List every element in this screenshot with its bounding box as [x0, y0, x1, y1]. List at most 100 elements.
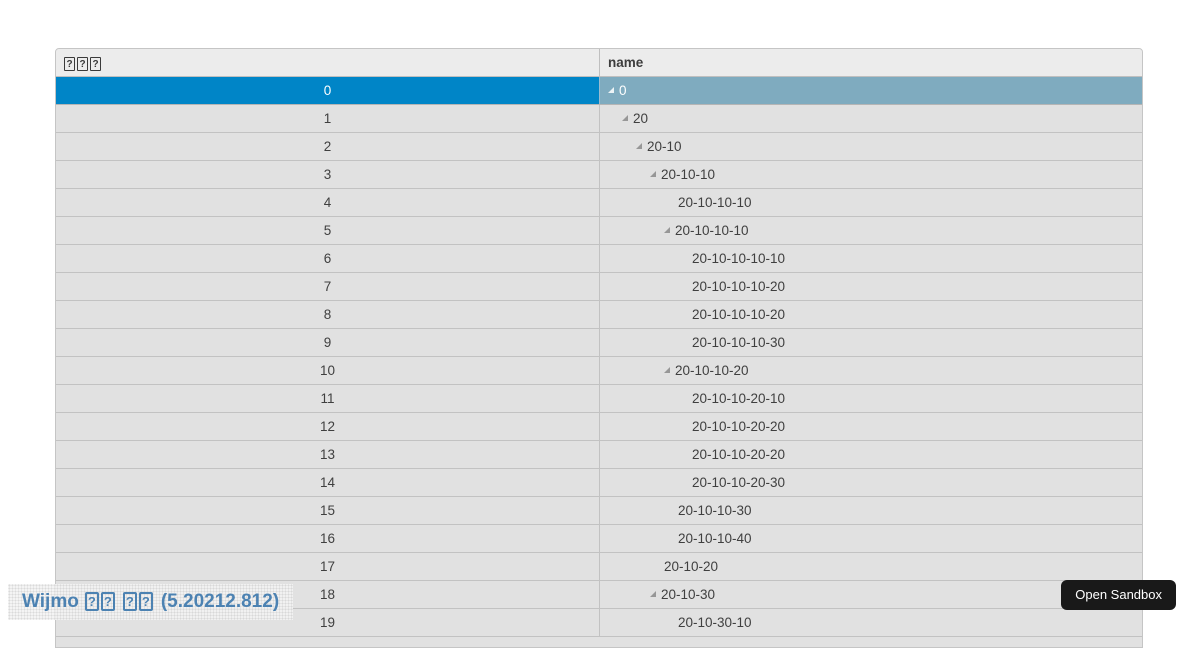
row-key-cell[interactable]: 14 — [56, 469, 600, 496]
row-key-cell[interactable]: 8 — [56, 301, 600, 328]
table-row: 15 20-10-10-30 — [56, 497, 1142, 525]
grid-body: 0 0 1 20 2 20-10 3 20-10-10 4 20-10-10-10 5 20-10-1… — [56, 77, 1142, 637]
collapse-node-icon[interactable] — [650, 170, 656, 177]
table-row: 17 20-10-20 — [56, 553, 1142, 581]
table-row: 4 20-10-10-10 — [56, 189, 1142, 217]
wijmo-eval-watermark[interactable]: Wijmo ?? ?? (5.20212.812) — [8, 584, 294, 620]
missing-glyph-boxes: ?? — [122, 591, 155, 613]
table-row: 12 20-10-10-20-20 — [56, 413, 1142, 441]
node-name-label: 20-10-10-10-10 — [692, 251, 786, 266]
node-name-label: 20-10-10-20-10 — [692, 391, 786, 406]
node-name-label: 20-10-30-10 — [678, 615, 752, 630]
table-row: 6 20-10-10-10-10 — [56, 245, 1142, 273]
row-name-cell[interactable]: 20-10-10-10 — [600, 189, 1142, 216]
node-name-label: 20-10-10-10-30 — [692, 335, 786, 350]
collapse-node-icon[interactable] — [636, 142, 642, 149]
node-name-label: 20-10-10-10-20 — [692, 279, 786, 294]
collapse-node-icon[interactable] — [664, 226, 670, 233]
row-key-cell[interactable]: 6 — [56, 245, 600, 272]
node-name-label: 20-10 — [647, 139, 682, 154]
node-name-label: 20-10-10-20-20 — [692, 447, 786, 462]
node-name-label: 20-10-10-20 — [675, 363, 749, 378]
row-name-cell[interactable]: 20-10-10-10-20 — [600, 273, 1142, 300]
open-sandbox-button[interactable]: Open Sandbox — [1061, 580, 1176, 610]
collapse-node-icon[interactable] — [622, 114, 628, 121]
row-key-cell[interactable]: 9 — [56, 329, 600, 356]
row-name-cell[interactable]: 20-10-10-10 — [600, 217, 1142, 244]
row-key-cell[interactable]: 17 — [56, 553, 600, 580]
row-key-cell[interactable]: 12 — [56, 413, 600, 440]
node-name-label: 20-10-10-10-20 — [692, 307, 786, 322]
row-name-cell[interactable]: 20-10-10-40 — [600, 525, 1142, 552]
node-name-label: 20-10-10-10 — [675, 223, 749, 238]
watermark-prefix: Wijmo — [22, 591, 79, 612]
node-name-label: 20-10-10-10 — [678, 195, 752, 210]
row-key-cell[interactable]: 18 — [56, 581, 600, 608]
row-name-cell[interactable]: 20-10-10 — [600, 161, 1142, 188]
row-name-cell[interactable]: 20-10-10-10-20 — [600, 301, 1142, 328]
row-key-cell[interactable]: 13 — [56, 441, 600, 468]
table-row: 8 20-10-10-10-20 — [56, 301, 1142, 329]
missing-glyph-boxes: ?? — [84, 591, 117, 613]
node-name-label: 20-10-20 — [664, 559, 719, 574]
row-key-cell[interactable]: 16 — [56, 525, 600, 552]
row-name-cell[interactable]: 20-10-10-20-20 — [600, 413, 1142, 440]
row-name-cell[interactable]: 20-10 — [600, 133, 1142, 160]
node-name-label: 20-10-10-40 — [678, 531, 752, 546]
row-key-cell[interactable]: 7 — [56, 273, 600, 300]
row-key-cell[interactable]: 15 — [56, 497, 600, 524]
watermark-version: (5.20212.812) — [160, 591, 280, 612]
row-name-cell[interactable]: 20-10-20 — [600, 553, 1142, 580]
row-name-cell[interactable]: 20 — [600, 105, 1142, 132]
row-name-cell[interactable]: 20-10-10-10-30 — [600, 329, 1142, 356]
collapse-node-icon[interactable] — [650, 590, 656, 597]
table-row: 11 20-10-10-20-10 — [56, 385, 1142, 413]
row-key-cell[interactable]: 11 — [56, 385, 600, 412]
missing-glyph-box: ? — [77, 56, 88, 71]
column-header-name[interactable]: name — [600, 49, 1142, 76]
row-name-cell[interactable]: 20-10-30 — [600, 581, 1142, 608]
row-name-cell[interactable]: 20-10-10-20-10 — [600, 385, 1142, 412]
missing-glyph-box: ? — [64, 56, 75, 71]
column-header-key[interactable]: ??? — [56, 49, 600, 76]
collapse-node-icon[interactable] — [664, 366, 670, 373]
table-row: 16 20-10-10-40 — [56, 525, 1142, 553]
row-name-cell[interactable]: 20-10-10-30 — [600, 497, 1142, 524]
row-key-cell[interactable]: 19 — [56, 609, 600, 636]
row-name-cell[interactable]: 20-10-10-20-20 — [600, 441, 1142, 468]
row-key-cell[interactable]: 5 — [56, 217, 600, 244]
row-name-cell[interactable]: 0 — [600, 77, 1142, 104]
node-name-label: 0 — [619, 83, 627, 98]
missing-glyph-box: ? — [100, 592, 115, 611]
collapse-node-icon[interactable] — [608, 86, 614, 93]
table-row: 1 20 — [56, 105, 1142, 133]
row-key-cell[interactable]: 1 — [56, 105, 600, 132]
node-name-label: 20-10-30 — [661, 587, 716, 602]
row-name-cell[interactable]: 20-10-30-10 — [600, 609, 1142, 636]
grid-header-row: ??? name — [56, 49, 1142, 77]
row-key-cell[interactable]: 4 — [56, 189, 600, 216]
table-row: 7 20-10-10-10-20 — [56, 273, 1142, 301]
node-name-label: 20 — [633, 111, 649, 126]
row-key-cell[interactable]: 2 — [56, 133, 600, 160]
node-name-label: 20-10-10 — [661, 167, 716, 182]
table-row: 2 20-10 — [56, 133, 1142, 161]
table-row: 9 20-10-10-10-30 — [56, 329, 1142, 357]
missing-glyph-boxes: ??? — [64, 55, 103, 71]
row-key-cell[interactable]: 3 — [56, 161, 600, 188]
flexgrid-treegrid: ??? name 0 0 1 20 2 20-10 3 20-10-10 4 20-10-10-1… — [55, 48, 1143, 648]
node-name-label: 20-10-10-20-20 — [692, 419, 786, 434]
row-name-cell[interactable]: 20-10-10-20 — [600, 357, 1142, 384]
row-name-cell[interactable]: 20-10-10-20-30 — [600, 469, 1142, 496]
row-key-cell[interactable]: 10 — [56, 357, 600, 384]
table-row: 5 20-10-10-10 — [56, 217, 1142, 245]
table-row: 3 20-10-10 — [56, 161, 1142, 189]
row-key-cell[interactable]: 0 — [56, 77, 600, 104]
table-row: 14 20-10-10-20-30 — [56, 469, 1142, 497]
table-row: 10 20-10-10-20 — [56, 357, 1142, 385]
missing-glyph-box: ? — [90, 56, 101, 71]
missing-glyph-box: ? — [138, 592, 153, 611]
missing-glyph-box: ? — [84, 592, 99, 611]
row-name-cell[interactable]: 20-10-10-10-10 — [600, 245, 1142, 272]
